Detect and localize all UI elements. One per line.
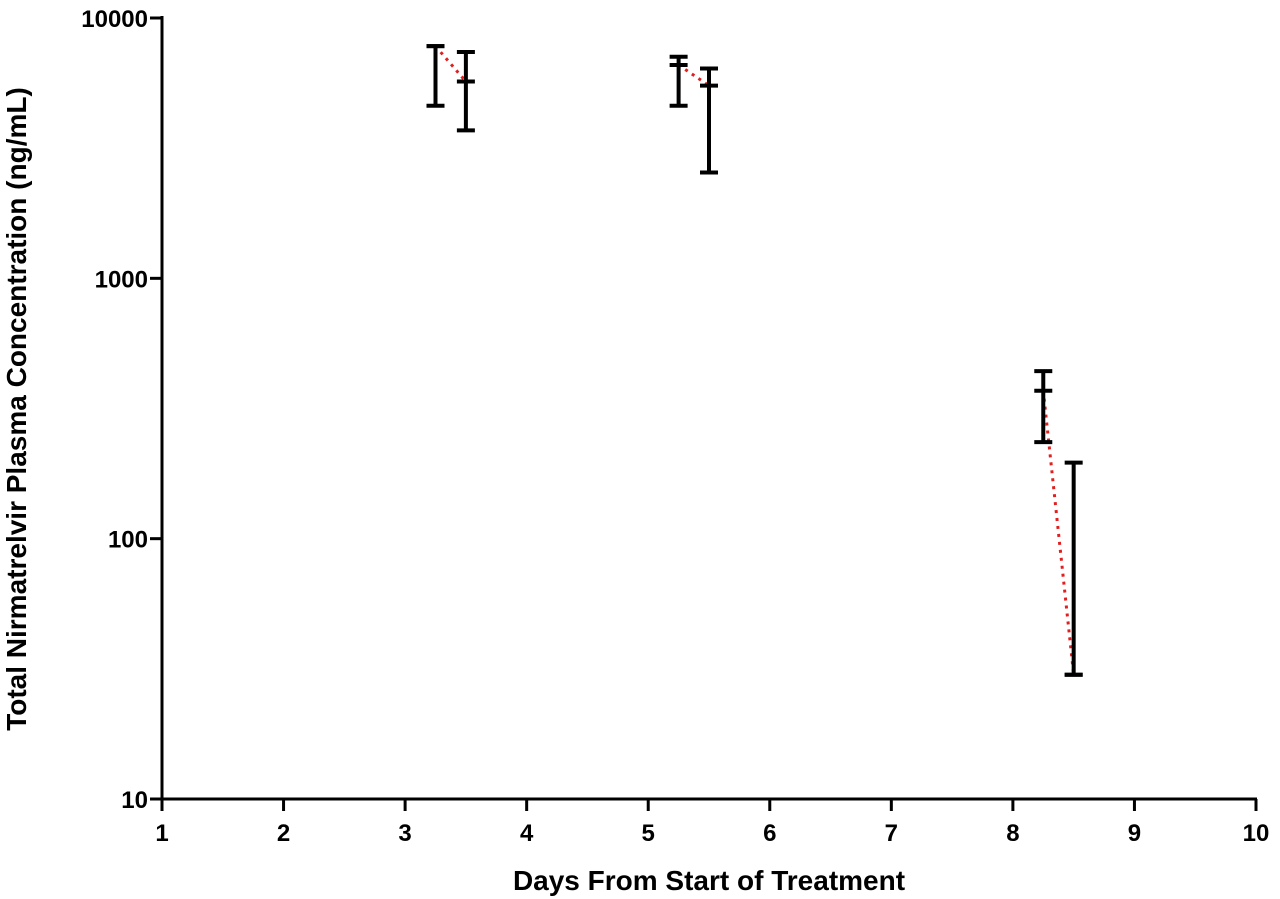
x-tick-label: 4: [520, 820, 534, 847]
y-tick-label: 100: [108, 527, 148, 554]
x-tick-label: 1: [155, 820, 168, 847]
y-tick-label: 10000: [81, 6, 148, 33]
mean-connector-line: [677, 63, 710, 87]
error-bar-point: [700, 66, 718, 175]
x-tick-label: 8: [1006, 820, 1019, 847]
error-bar-point: [669, 54, 688, 108]
mean-connector-line: [1041, 390, 1076, 675]
x-tick-label: 7: [885, 820, 898, 847]
axes: [160, 16, 1257, 801]
x-tick-label: 9: [1128, 820, 1141, 847]
y-tick-label: 1000: [95, 266, 148, 293]
y-axis-title: Total Nirmatrelvir Plasma Concentration …: [1, 87, 32, 731]
error-bars: [426, 44, 1083, 677]
y-ticks: 10 100 1000 10000: [81, 6, 162, 814]
error-bar-point: [1034, 369, 1053, 445]
error-bar-point: [426, 44, 445, 108]
error-bar-point: [456, 50, 475, 133]
x-tick-label: 10: [1243, 820, 1270, 847]
x-tick-label: 3: [398, 820, 411, 847]
x-tick-label: 5: [642, 820, 655, 847]
x-axis-title: Days From Start of Treatment: [513, 865, 905, 896]
error-bar-point: [1064, 460, 1083, 677]
x-tick-label: 6: [763, 820, 776, 847]
x-ticks: 1 2 3 4 5 6 7 8 9 10: [155, 799, 1269, 847]
x-tick-label: 2: [277, 820, 290, 847]
y-tick-label: 10: [121, 787, 148, 814]
mean-connectors: [434, 45, 1076, 675]
